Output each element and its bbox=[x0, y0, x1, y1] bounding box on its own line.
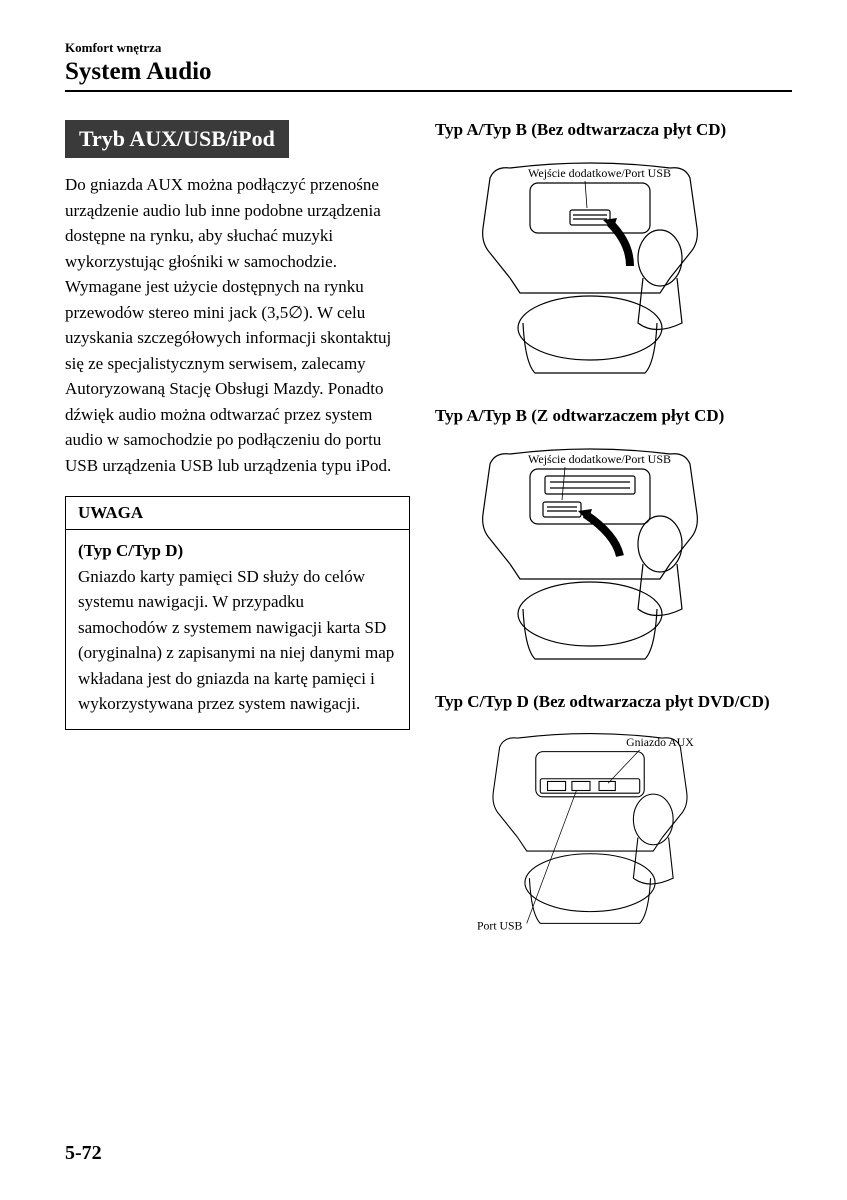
note-body: (Typ C/Typ D) Gniazdo karty pamięci SD s… bbox=[66, 530, 409, 729]
diagram-heading-3: Typ C/Typ D (Bez odtwarzacza płyt DVD/CD… bbox=[435, 692, 780, 712]
illustration-1: Wejście dodatkowe/Port USB bbox=[435, 148, 780, 388]
page-header: Komfort wnętrza System Audio bbox=[65, 40, 792, 92]
section-title: Tryb AUX/USB/iPod bbox=[65, 120, 289, 158]
diagram-1-label: Wejście dodatkowe/Port USB bbox=[528, 166, 671, 180]
right-column: Typ A/Typ B (Bez odtwarzacza płyt CD) bbox=[435, 120, 780, 978]
illustration-2: Wejście dodatkowe/Port USB bbox=[435, 434, 780, 674]
header-category: Komfort wnętrza bbox=[65, 40, 792, 56]
console-diagram-icon: Wejście dodatkowe/Port USB bbox=[435, 148, 745, 383]
note-header: UWAGA bbox=[66, 497, 409, 530]
illustration-3: Gniazdo AUX Port USB bbox=[435, 720, 780, 960]
console-diagram-icon: Wejście dodatkowe/Port USB bbox=[435, 434, 745, 669]
diagram-block-1: Typ A/Typ B (Bez odtwarzacza płyt CD) bbox=[435, 120, 780, 388]
note-box: UWAGA (Typ C/Typ D) Gniazdo karty pamięc… bbox=[65, 496, 410, 730]
diagram-heading-1: Typ A/Typ B (Bez odtwarzacza płyt CD) bbox=[435, 120, 780, 140]
diagram-2-label: Wejście dodatkowe/Port USB bbox=[528, 452, 671, 466]
diagram-3-aux-label: Gniazdo AUX bbox=[626, 736, 694, 749]
note-text: Gniazdo karty pamięci SD służy do celów … bbox=[78, 567, 394, 714]
header-title: System Audio bbox=[65, 58, 792, 92]
console-diagram-icon: Gniazdo AUX Port USB bbox=[435, 720, 745, 955]
note-bold-line: (Typ C/Typ D) bbox=[78, 541, 183, 560]
diagram-heading-2: Typ A/Typ B (Z odtwarzaczem płyt CD) bbox=[435, 406, 780, 426]
content-area: Tryb AUX/USB/iPod Do gniazda AUX można p… bbox=[65, 120, 792, 978]
diagram-3-usb-label: Port USB bbox=[477, 920, 523, 933]
body-paragraph: Do gniazda AUX można podłączyć przenośne… bbox=[65, 172, 410, 478]
diagram-block-2: Typ A/Typ B (Z odtwarzaczem płyt CD) bbox=[435, 406, 780, 674]
page-number: 5-72 bbox=[65, 1142, 102, 1165]
left-column: Tryb AUX/USB/iPod Do gniazda AUX można p… bbox=[65, 120, 410, 978]
diagram-block-3: Typ C/Typ D (Bez odtwarzacza płyt DVD/CD… bbox=[435, 692, 780, 960]
